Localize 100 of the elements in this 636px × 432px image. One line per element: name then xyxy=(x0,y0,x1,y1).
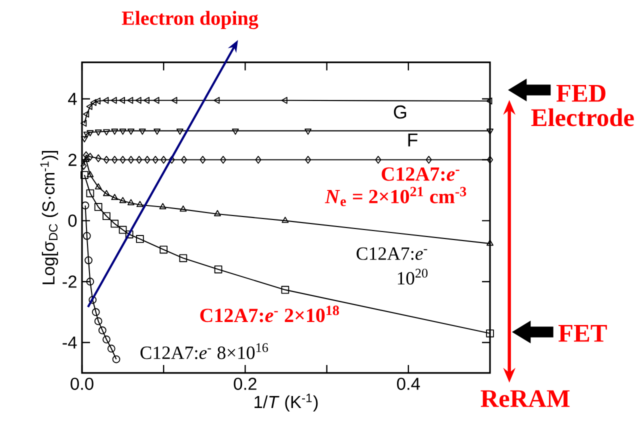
point xyxy=(87,152,94,161)
point xyxy=(152,156,159,164)
point xyxy=(128,156,134,164)
point xyxy=(171,96,178,104)
point xyxy=(103,190,110,196)
point xyxy=(103,129,110,136)
point xyxy=(127,128,134,135)
point xyxy=(107,344,116,353)
point xyxy=(136,235,144,243)
annotation: 10$^{20}$ xyxy=(398,268,428,285)
point xyxy=(160,246,168,254)
point xyxy=(180,156,188,164)
point xyxy=(281,286,290,294)
point xyxy=(200,156,206,164)
point xyxy=(86,189,94,198)
series-label: F xyxy=(408,134,418,146)
point xyxy=(118,226,127,234)
point xyxy=(94,203,102,211)
point xyxy=(125,230,134,238)
point xyxy=(94,98,101,104)
point xyxy=(83,151,90,160)
annotation: C12A7:e$^{-}$ xyxy=(356,247,428,260)
point xyxy=(86,171,94,178)
point xyxy=(282,216,289,223)
point xyxy=(127,96,134,104)
point xyxy=(232,128,239,135)
point xyxy=(80,171,88,179)
y-tick-label: 0 xyxy=(68,214,77,227)
text: FED xyxy=(556,85,606,102)
point xyxy=(486,128,494,135)
point xyxy=(143,96,150,104)
point xyxy=(94,317,102,326)
point xyxy=(110,220,119,228)
point xyxy=(160,156,167,164)
point xyxy=(426,156,432,164)
point xyxy=(80,162,87,170)
point xyxy=(82,156,90,162)
point xyxy=(375,156,382,164)
point xyxy=(95,154,102,162)
point xyxy=(111,128,118,135)
series-label: G xyxy=(394,105,406,119)
point xyxy=(119,196,126,204)
point xyxy=(110,96,117,104)
point xyxy=(82,110,90,118)
point xyxy=(255,156,262,164)
point xyxy=(304,156,312,164)
point xyxy=(214,96,220,104)
point xyxy=(90,99,96,106)
point xyxy=(179,254,188,262)
point xyxy=(154,128,161,135)
point xyxy=(176,128,184,135)
point xyxy=(98,326,106,334)
point xyxy=(103,156,110,164)
point xyxy=(92,308,100,316)
point xyxy=(281,96,288,104)
point xyxy=(82,232,91,240)
point xyxy=(80,120,87,127)
point xyxy=(102,96,109,104)
point xyxy=(120,156,126,164)
text: Electron doping xyxy=(122,10,258,30)
annotation: C12A7:e$^{-}$ 2×10$^{18}$ xyxy=(200,306,339,322)
point xyxy=(102,336,110,344)
point xyxy=(86,278,94,286)
x-axis-title: 1/T (K$^{-1}$) xyxy=(254,394,318,412)
y-tick-label: -2 xyxy=(62,276,76,288)
point xyxy=(135,96,142,104)
point xyxy=(81,202,90,210)
point xyxy=(94,130,102,136)
point xyxy=(168,156,175,164)
annotation: C12A7:e$^{-}$ xyxy=(382,167,460,181)
annotation: N$_{e}$ = 2×10$^{21}$ cm$^{-3}$ xyxy=(324,186,466,206)
point xyxy=(138,128,146,135)
point xyxy=(86,130,94,136)
point xyxy=(80,136,88,142)
point xyxy=(486,240,494,246)
text: FET xyxy=(558,325,607,342)
point xyxy=(153,96,160,104)
point xyxy=(102,212,110,220)
annotation: C12A7:e$^{-}$ 8×10$^{16}$ xyxy=(140,343,268,360)
point xyxy=(136,200,144,208)
point xyxy=(112,156,118,164)
point xyxy=(214,265,222,274)
point xyxy=(127,199,134,206)
point xyxy=(119,128,126,135)
text: Electrode xyxy=(531,108,634,126)
point xyxy=(94,183,102,190)
point xyxy=(112,355,120,364)
y-axis-title: Log[σ$_{DC}$ (S·cm$^{-1}$)] xyxy=(40,151,58,284)
x-tick-label: 0.2 xyxy=(234,378,256,390)
point xyxy=(304,128,312,135)
y-tick-label: -4 xyxy=(62,336,77,348)
point xyxy=(86,103,92,110)
point xyxy=(159,203,166,210)
x-tick-label: 0.4 xyxy=(397,378,420,390)
point xyxy=(486,329,494,338)
y-tick-label: 4 xyxy=(68,92,77,105)
point xyxy=(220,156,226,164)
point xyxy=(118,96,126,104)
text: ReRAM xyxy=(480,390,570,408)
point xyxy=(88,296,97,304)
